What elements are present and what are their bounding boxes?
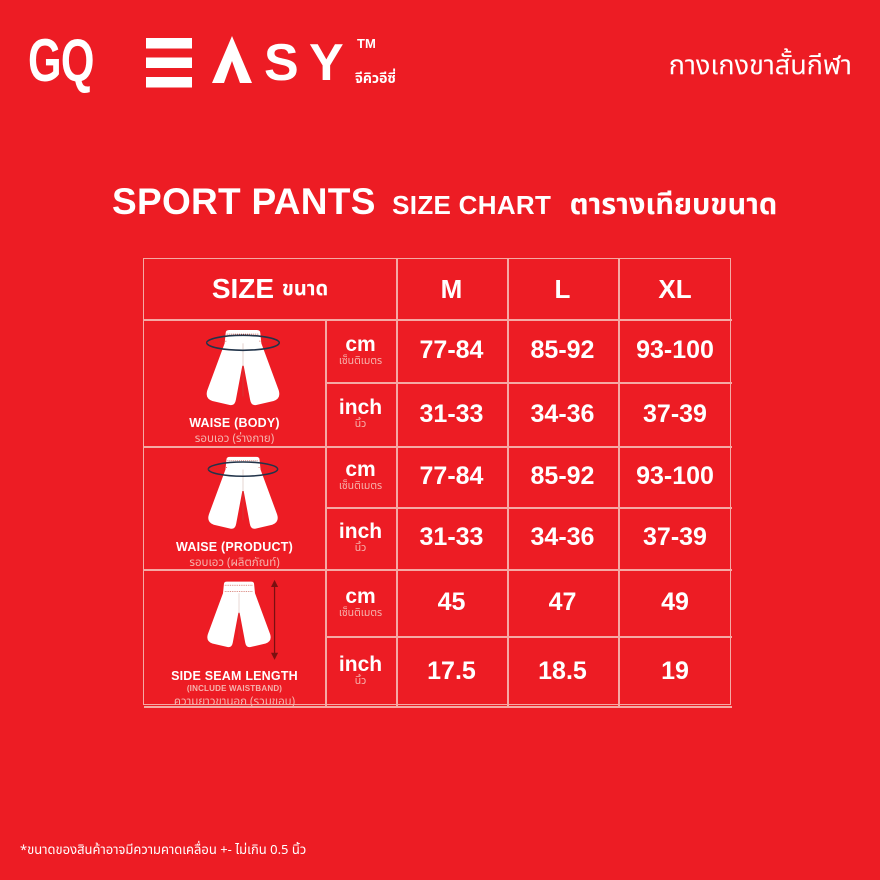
svg-text:S: S	[264, 34, 299, 92]
svg-text:Y: Y	[309, 34, 344, 92]
svg-text:TM: TM	[357, 36, 376, 51]
svg-text:GQ: GQ	[28, 32, 94, 94]
